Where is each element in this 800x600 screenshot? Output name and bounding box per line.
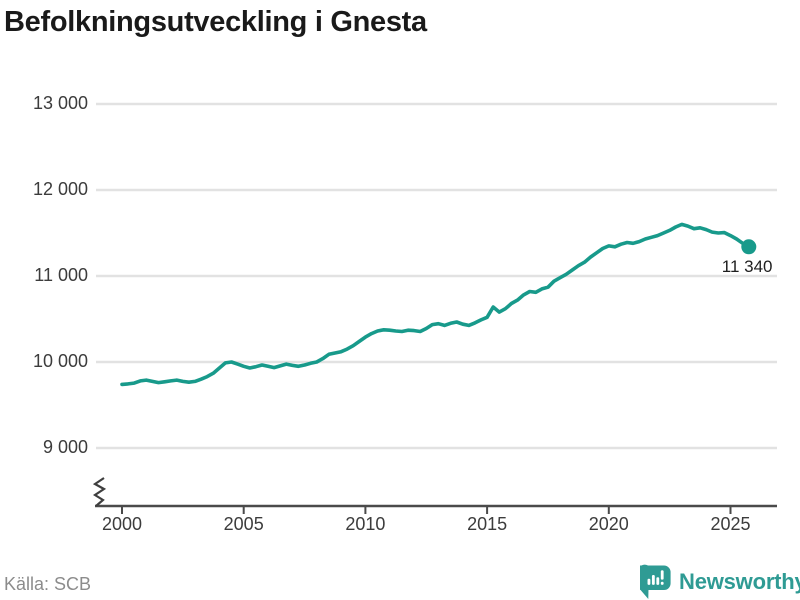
x-axis-label: 2005 — [223, 514, 264, 534]
gridlines — [96, 102, 777, 450]
x-axis-label: 2025 — [710, 514, 751, 534]
population-line — [120, 222, 751, 387]
y-axis-label: 12 000 — [32, 179, 88, 199]
x-axis-label: 2015 — [467, 514, 508, 534]
x-axis-label: 2020 — [588, 514, 629, 534]
newsworthy-logo-icon — [640, 564, 671, 599]
newsworthy-brand: Newsworthy — [640, 564, 800, 600]
y-axis-label: 11 000 — [34, 265, 88, 285]
latest-point-dot — [741, 239, 757, 255]
x-axis-ticks — [121, 506, 732, 514]
axis-break-icon — [92, 477, 107, 507]
x-axis-label: 2010 — [345, 514, 386, 534]
latest-value-label: 11 340 — [721, 256, 773, 276]
y-axis-label: 10 000 — [32, 351, 88, 371]
chart-title: Befolkningsutveckling i Gnesta — [4, 6, 427, 38]
y-axis-label: 13 000 — [32, 93, 88, 113]
x-axis-label: 2000 — [101, 514, 143, 534]
source-caption: Källa: SCB — [4, 574, 92, 594]
newsworthy-wordmark: Newsworthy — [679, 569, 800, 594]
y-axis-label: 9 000 — [42, 437, 88, 457]
